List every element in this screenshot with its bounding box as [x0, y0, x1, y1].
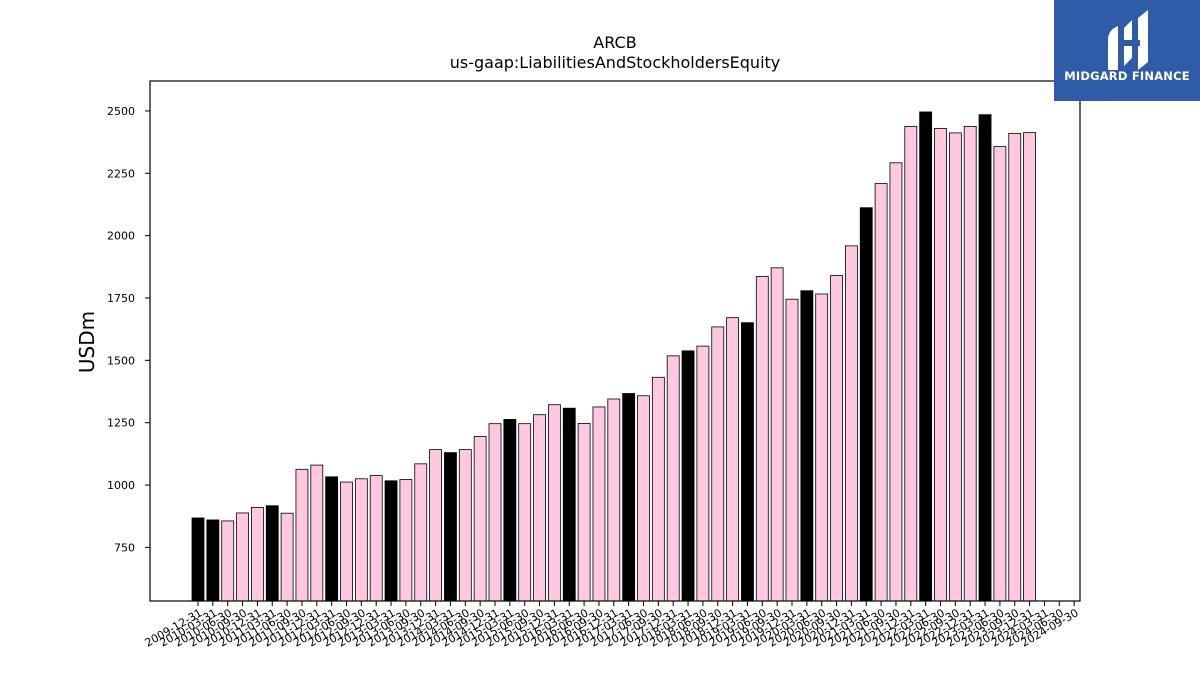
bar — [206, 519, 220, 602]
bar — [755, 276, 769, 602]
y-tick-label: 1750 — [107, 292, 135, 305]
logo-mark-icon — [1108, 10, 1148, 70]
bar — [978, 114, 992, 602]
bar — [993, 146, 1007, 602]
bar — [800, 290, 814, 602]
bar — [845, 245, 858, 602]
bar — [250, 507, 264, 602]
bar — [770, 267, 784, 602]
bar — [696, 345, 710, 602]
bar — [889, 162, 903, 602]
bar — [934, 127, 947, 602]
bar — [369, 475, 383, 602]
bar — [785, 298, 799, 602]
y-tick-label: 1500 — [107, 354, 135, 367]
bar — [948, 132, 962, 602]
bar — [607, 398, 621, 602]
bar — [310, 464, 324, 602]
bar — [458, 449, 472, 602]
bar — [221, 520, 235, 602]
bar — [815, 293, 829, 602]
bar — [280, 512, 294, 602]
bar — [414, 463, 428, 602]
bar — [874, 183, 888, 602]
y-tick-label: 2000 — [107, 230, 135, 243]
bar — [533, 414, 546, 602]
bar — [429, 449, 443, 602]
y-tick-label: 750 — [114, 541, 135, 554]
bar — [444, 452, 457, 602]
bar — [488, 423, 502, 602]
bar — [1023, 132, 1036, 602]
bar — [592, 406, 606, 602]
bar — [503, 419, 517, 602]
bar — [518, 423, 532, 602]
bar — [325, 476, 339, 602]
bar — [236, 512, 249, 602]
bars-group — [191, 111, 1036, 602]
bar — [399, 479, 413, 602]
bar — [384, 480, 398, 602]
bar — [637, 395, 650, 602]
bar — [562, 407, 576, 602]
bar — [622, 393, 636, 602]
y-tick-label: 2500 — [107, 105, 135, 118]
bar — [191, 517, 205, 602]
brand-logo: MIDGARD FINANCE — [1054, 0, 1200, 101]
bar — [354, 478, 368, 602]
y-axis-ticks: 750 1000 1250 1500 1750 2000 2250 2500 — [107, 105, 150, 554]
bar — [666, 355, 680, 602]
bar — [963, 125, 977, 602]
chart-subtitle: us-gaap:LiabilitiesAndStockholdersEquity — [450, 53, 781, 72]
y-axis-label: USDm — [75, 311, 99, 373]
bar — [726, 317, 739, 602]
bar — [295, 468, 309, 602]
bar — [904, 125, 918, 602]
bar — [741, 322, 754, 602]
bar — [711, 326, 725, 602]
y-tick-label: 1250 — [107, 417, 135, 430]
bar — [265, 505, 279, 602]
bar — [1008, 132, 1022, 602]
chart-title: ARCB — [593, 33, 636, 52]
bar — [548, 404, 561, 602]
bar — [577, 423, 591, 602]
x-axis-ticks: 2009-12-312010-03-312010-06-302010-09-30… — [143, 601, 1081, 650]
bar — [919, 111, 933, 602]
bar — [859, 207, 873, 602]
bar — [473, 435, 487, 602]
bar — [681, 350, 695, 602]
bar — [340, 481, 353, 602]
y-tick-label: 2250 — [107, 167, 135, 180]
bar — [651, 376, 665, 602]
y-tick-label: 1000 — [107, 479, 135, 492]
brand-name: MIDGARD FINANCE — [1064, 69, 1190, 83]
plot-frame — [149, 80, 1081, 602]
bar — [830, 275, 843, 602]
